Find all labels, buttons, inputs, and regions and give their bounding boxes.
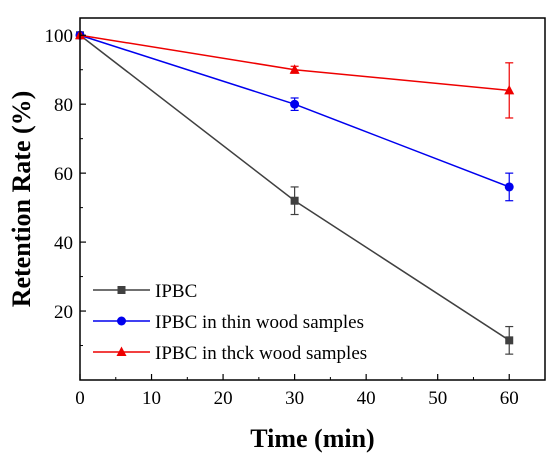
x-tick-label: 50 [428,388,447,409]
plot-area [75,29,515,355]
legend-swatch-marker [117,286,126,294]
y-axis-title: Retention Rate (%) [7,91,36,308]
series-3-line [79,34,510,92]
y-tick-label: 80 [54,95,73,116]
series-1 [76,31,514,355]
series-3 [75,29,515,119]
axes: 0 10 20 30 40 50 60 20 40 60 80 100 [45,17,546,409]
legend-swatch-marker [116,346,127,356]
y-tick-label: 60 [54,164,73,185]
series-3-point [289,64,300,74]
legend-item-2: IPBC in thin wood samples [93,312,364,333]
x-tick-label: 40 [357,388,376,409]
legend-item-1: IPBC [93,281,197,302]
series-2 [75,30,514,202]
series-2-line [79,34,510,188]
legend: IPBC IPBC in thin wood samples IPBC in thc… [93,281,367,364]
x-tick-label: 60 [500,388,519,409]
x-tick-label: 20 [214,388,233,409]
legend-label: IPBC in thin wood samples [155,312,364,333]
x-tick-label: 10 [142,388,161,409]
x-tick-label: 0 [75,388,85,409]
x-axis-title: Time (min) [250,424,374,453]
legend-swatch-marker [117,316,126,326]
legend-label: IPBC in thck wood samples [155,343,367,364]
plot-frame [79,17,546,381]
series-1-point [290,196,299,205]
series-1-point [505,336,514,345]
x-tick-label: 30 [285,388,304,409]
legend-item-3: IPBC in thck wood samples [93,343,367,364]
series-3-point [504,84,515,95]
series-2-point [290,99,300,109]
y-tick-label: 40 [54,233,73,254]
series-2-point [504,182,514,192]
y-tick-label: 20 [54,302,73,323]
legend-label: IPBC [155,281,197,302]
y-tick-label: 100 [45,26,74,47]
